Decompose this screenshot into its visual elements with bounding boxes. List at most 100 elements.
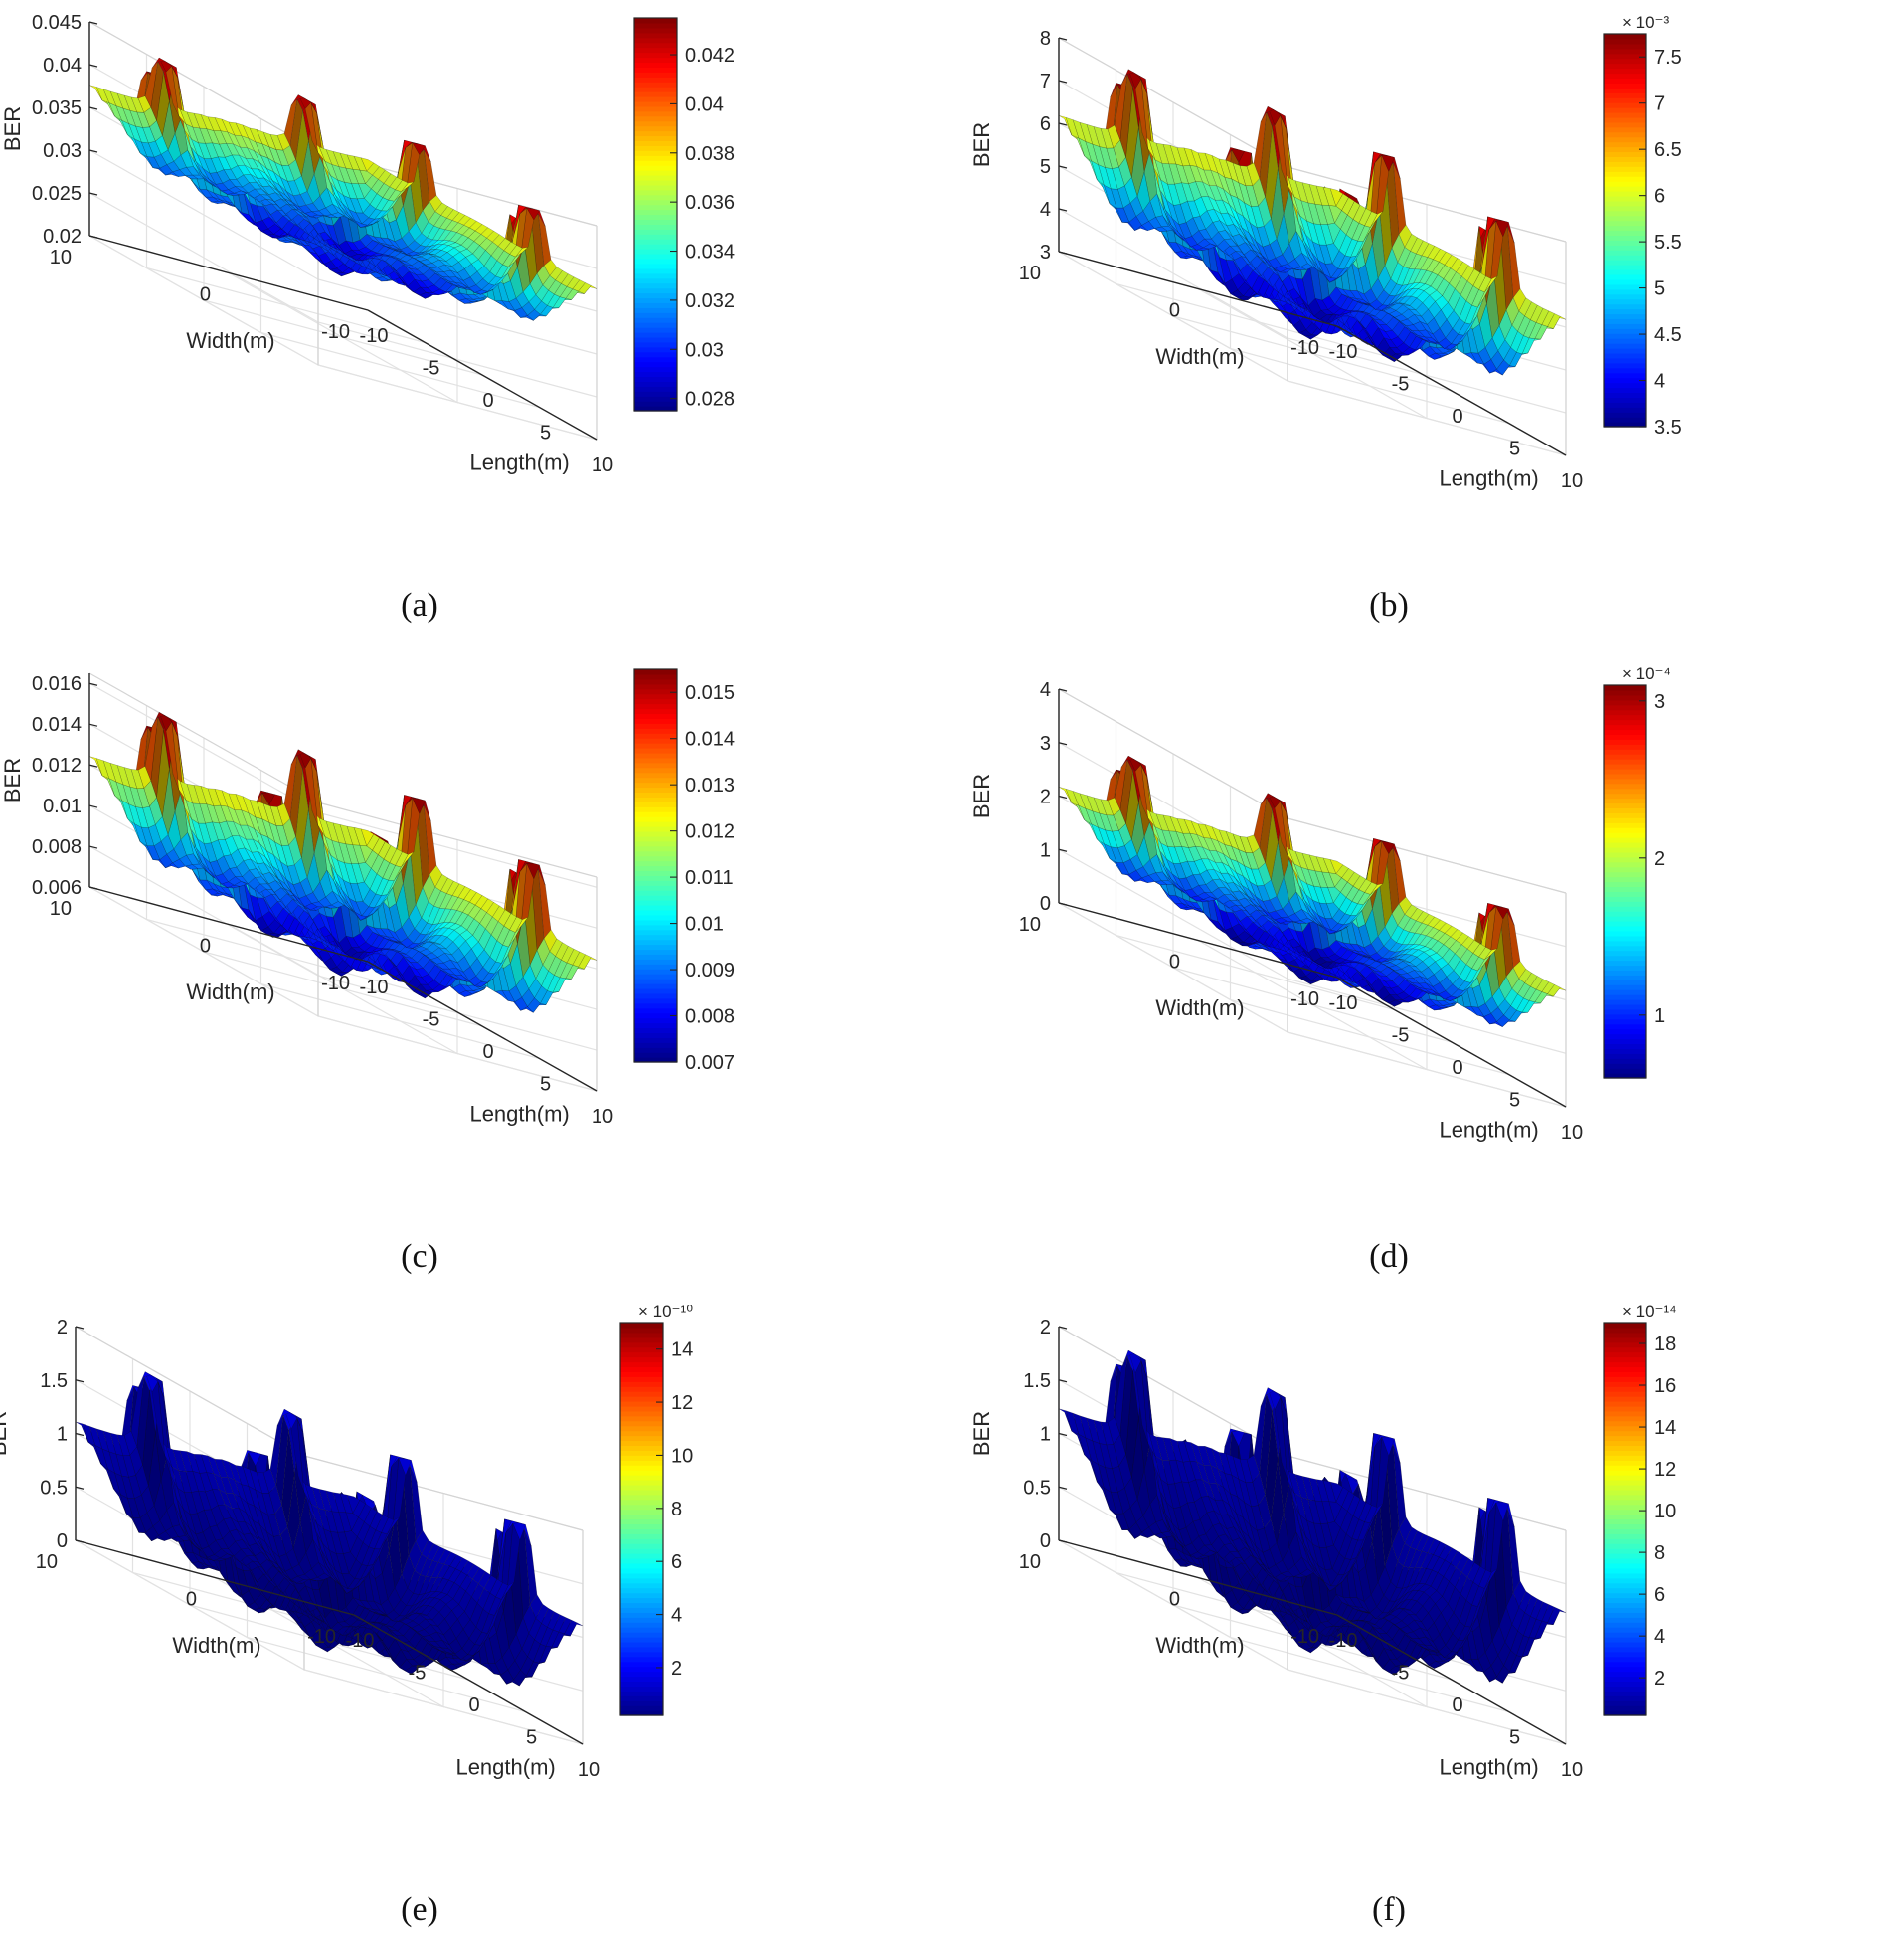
- x-axis-line: [367, 309, 598, 441]
- z-tick-mark: [88, 149, 98, 153]
- colorbar-segment: [634, 91, 677, 97]
- colorbar-segment: [1604, 78, 1646, 84]
- colorbar-segment: [634, 229, 677, 235]
- colorbar-segment: [1604, 412, 1646, 418]
- z-tick-label: 8: [1040, 28, 1051, 50]
- colorbar-segment: [1604, 48, 1646, 55]
- axes-box-edge: [88, 21, 319, 152]
- colorbar-segment: [634, 52, 677, 59]
- colorbar-segment: [634, 272, 677, 279]
- colorbar-segment: [1604, 377, 1646, 384]
- colorbar-segment: [634, 155, 677, 161]
- axes-box-edge: [88, 672, 319, 803]
- colorbar-segment: [634, 292, 677, 299]
- colorbar-segment: [1604, 215, 1646, 222]
- axes-box-edge: [317, 802, 598, 878]
- colorbar-segment: [634, 184, 677, 191]
- colorbar-segment: [634, 57, 677, 64]
- colorbar-segment: [634, 336, 677, 343]
- colorbar-segment: [1604, 107, 1646, 113]
- colorbar-segment: [1604, 318, 1646, 324]
- y-axis-label: Width(m): [186, 328, 274, 353]
- axes-box-edge: [1287, 166, 1567, 243]
- surface-b: [1058, 69, 1567, 376]
- x-axis-label: Length(m): [1439, 466, 1538, 491]
- colorbar-segment: [1604, 387, 1646, 394]
- y-tick-label: 0: [200, 284, 211, 306]
- colorbar-tick-label: 6: [1654, 186, 1665, 208]
- z-tick-mark: [1058, 80, 1068, 84]
- surface-patch: [88, 85, 102, 100]
- colorbar-segment: [1604, 166, 1646, 172]
- colorbar-segment: [1604, 141, 1646, 148]
- axes-box-edge: [1058, 37, 1288, 168]
- colorbar-segment: [1604, 131, 1646, 138]
- colorbar-frame: [633, 17, 678, 412]
- colorbar-segment: [634, 406, 677, 412]
- colorbar-segment: [634, 282, 677, 289]
- colorbar-segment: [1604, 328, 1646, 334]
- z-tick-mark: [1058, 122, 1068, 126]
- colorbar-segment: [634, 254, 677, 260]
- z-tick-label: 0.025: [32, 183, 82, 205]
- axes-a: 0.020.0250.030.0350.040.045-10-50510-100…: [0, 12, 613, 476]
- y-tick-label: -10: [1290, 337, 1319, 359]
- colorbar-segment: [634, 297, 677, 303]
- colorbar-segment: [634, 258, 677, 265]
- colorbar-segment: [634, 401, 677, 407]
- colorbar-segment: [634, 317, 677, 323]
- z-tick-label: 7: [1040, 71, 1051, 92]
- colorbar-segment: [634, 145, 677, 151]
- colorbar-segment: [634, 332, 677, 338]
- colorbar-segment: [1604, 362, 1646, 369]
- z-tick-label: 0.04: [43, 55, 82, 77]
- colorbar-tick-label: 7.5: [1654, 47, 1682, 69]
- colorbar-segment: [1604, 343, 1646, 349]
- colorbar-segment: [1604, 121, 1646, 128]
- colorbar-segment: [634, 267, 677, 274]
- z-tick-mark: [1058, 37, 1068, 41]
- colorbar-segment: [1604, 102, 1646, 108]
- colorbar-segment: [634, 18, 677, 24]
- colorbar-segment: [634, 120, 677, 127]
- colorbar-segment: [1604, 136, 1646, 143]
- colorbar-segment: [1604, 367, 1646, 374]
- colorbar-segment: [1604, 338, 1646, 344]
- colorbar-segment: [1604, 255, 1646, 261]
- x-tick-label: 0: [482, 390, 493, 412]
- z-tick-mark: [88, 21, 98, 25]
- z-tick-mark: [88, 106, 98, 110]
- colorbar-segment: [1604, 250, 1646, 256]
- colorbar-segment: [1604, 176, 1646, 182]
- colorbar-segment: [1604, 63, 1646, 70]
- colorbar-tick-label: 0.04: [685, 93, 724, 115]
- colorbar-segment: [634, 322, 677, 328]
- colorbar-segment: [1604, 171, 1646, 177]
- colorbar-segment: [1604, 53, 1646, 60]
- colorbar-segment: [1604, 278, 1646, 285]
- colorbar-frame: [1603, 33, 1647, 428]
- z-tick-label: 0.02: [43, 226, 82, 248]
- colorbar-segment: [634, 170, 677, 176]
- colorbar-segment: [634, 115, 677, 122]
- colorbar-segment: [634, 37, 677, 44]
- colorbar-segment: [634, 219, 677, 225]
- z-axis-label: BER: [969, 122, 994, 167]
- colorbar-tick-label: 6.5: [1654, 139, 1682, 161]
- caption-a: (a): [401, 587, 438, 624]
- colorbar-segment: [1604, 265, 1646, 270]
- colorbar-segment: [1604, 357, 1646, 364]
- panel-a: 0.02 0.025 0.03 0.035 0.04 0.045 -10 -5 0 5 10 -10 0…: [0, 0, 944, 653]
- colorbar-segment: [634, 47, 677, 54]
- colorbar-segment: [634, 341, 677, 348]
- colorbar-segment: [634, 249, 677, 255]
- colorbar-segment: [634, 376, 677, 382]
- colorbar-segment: [634, 135, 677, 142]
- colorbar-segment: [634, 381, 677, 387]
- colorbar-segment: [1604, 402, 1646, 408]
- colorbar-segment: [634, 356, 677, 363]
